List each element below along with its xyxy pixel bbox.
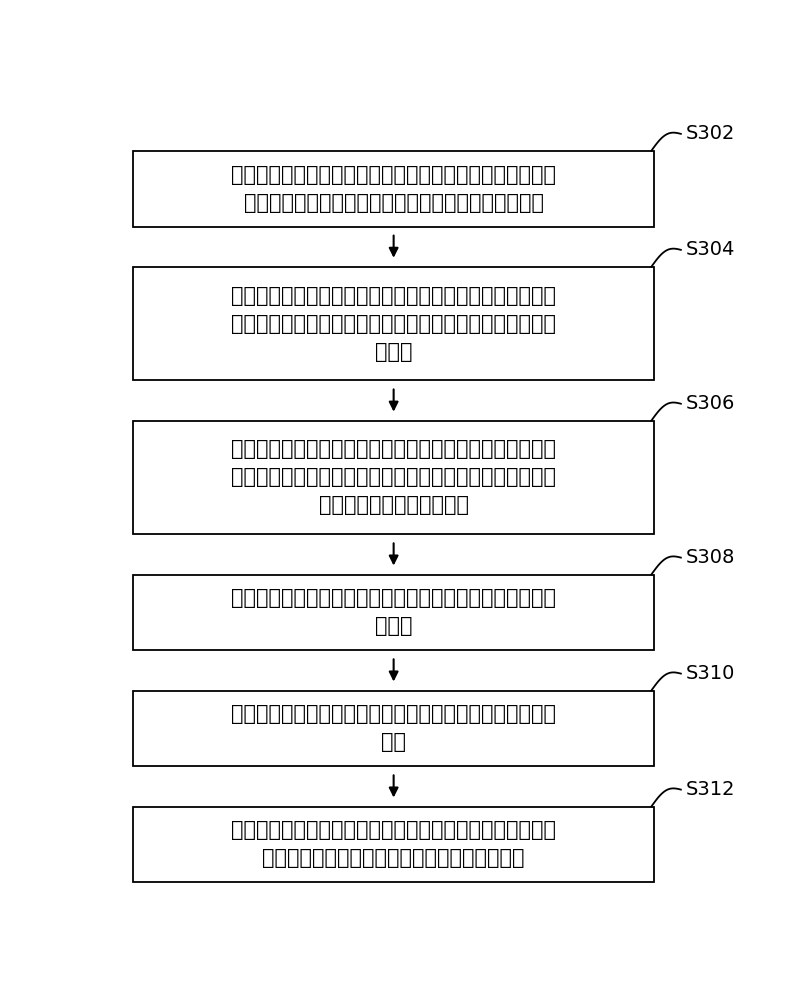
Text: S306: S306 — [686, 394, 736, 413]
Text: S310: S310 — [686, 664, 736, 683]
Text: S302: S302 — [686, 124, 736, 143]
Text: S312: S312 — [686, 780, 736, 799]
Text: S308: S308 — [686, 548, 736, 567]
Text: 将所述输入图像区域输入至所述多尺度融合网络的第二尺度
网络中: 将所述输入图像区域输入至所述多尺度融合网络的第二尺度 网络中 — [231, 588, 556, 636]
Text: 根据所述第一尺度宫颈细胞图像的特征并通过所述第一尺度
网络的图卷积池化网络得到第一尺度宫颈细胞图像的关键节
点特征: 根据所述第一尺度宫颈细胞图像的特征并通过所述第一尺度 网络的图卷积池化网络得到第… — [231, 286, 556, 362]
Text: 通过所述多尺度融合网络中第一尺度网络的残差网络提取所
述多尺度宫颈细胞图像中第一尺度宫颈细胞图像的特征: 通过所述多尺度融合网络中第一尺度网络的残差网络提取所 述多尺度宫颈细胞图像中第一… — [231, 165, 556, 213]
Text: 根据所述第一尺度宫颈细胞图像的关键节点特征对应的图像
块的感兴趣区域确定所述多尺度宫颈细胞图像中第二尺度宫
颈细胞图像的输入图像区域: 根据所述第一尺度宫颈细胞图像的关键节点特征对应的图像 块的感兴趣区域确定所述多尺… — [231, 439, 556, 515]
Text: S304: S304 — [686, 240, 736, 259]
FancyBboxPatch shape — [133, 421, 654, 534]
FancyBboxPatch shape — [133, 691, 654, 766]
FancyBboxPatch shape — [133, 575, 654, 650]
FancyBboxPatch shape — [133, 151, 654, 227]
Text: 通过所述第二尺度网络的残差网络提取所述输入图像区域的
特征: 通过所述第二尺度网络的残差网络提取所述输入图像区域的 特征 — [231, 704, 556, 752]
FancyBboxPatch shape — [133, 267, 654, 380]
Text: 根据所述输入图像的特征并通过所述第二尺度网络的图卷积
池化网络得到所述输入图像区域的关键节点特征: 根据所述输入图像的特征并通过所述第二尺度网络的图卷积 池化网络得到所述输入图像区… — [231, 820, 556, 868]
FancyBboxPatch shape — [133, 807, 654, 882]
